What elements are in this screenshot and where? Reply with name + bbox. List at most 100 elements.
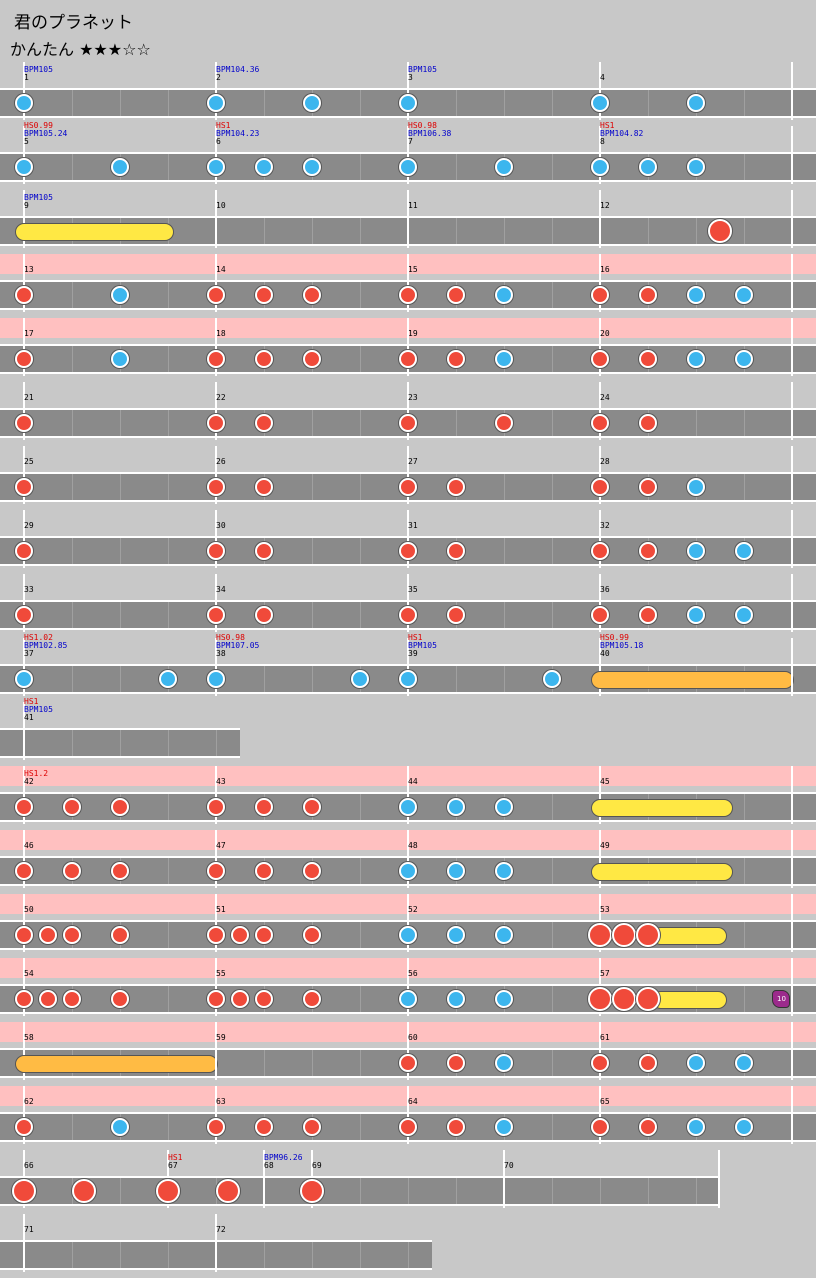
beat-line xyxy=(312,666,313,692)
measure-number: 10 xyxy=(216,201,226,210)
measure-number: 70 xyxy=(504,1161,514,1170)
don-note xyxy=(303,926,321,944)
measure-line xyxy=(407,446,409,504)
drumroll xyxy=(15,223,174,241)
ka-note xyxy=(687,1118,705,1136)
measure-line xyxy=(263,1150,265,1208)
measure-number: 50 xyxy=(24,905,34,914)
don-note xyxy=(207,414,225,432)
scroll-speed: HS0.99 xyxy=(600,633,629,642)
beat-line xyxy=(72,346,73,372)
measure-line xyxy=(599,254,601,312)
beat-line xyxy=(456,218,457,244)
chart-row: 37 BPM102.85 HS1.02 38 BPM107.05 HS0.98 39 BPM1… xyxy=(0,634,816,702)
measure-line xyxy=(215,446,217,504)
don-note xyxy=(447,350,465,368)
measure-number: 68 xyxy=(264,1161,274,1170)
measure-line xyxy=(23,254,25,312)
don-note xyxy=(63,990,81,1008)
measure-line xyxy=(599,190,601,248)
beat-line xyxy=(72,90,73,116)
measure-number: 63 xyxy=(216,1097,226,1106)
measure-line xyxy=(791,1022,793,1080)
measure-line xyxy=(23,62,25,120)
beat-line xyxy=(168,538,169,564)
don-note xyxy=(255,542,273,560)
bpm-change: BPM107.05 xyxy=(216,641,260,650)
don-note xyxy=(639,478,657,496)
don-note xyxy=(63,926,81,944)
beat-line xyxy=(456,666,457,692)
beat-line xyxy=(696,1178,697,1204)
ka-note xyxy=(495,1118,513,1136)
measure-line xyxy=(599,318,601,376)
beat-line xyxy=(360,154,361,180)
measure-line xyxy=(23,958,25,1016)
measure-number: 13 xyxy=(24,265,34,274)
measure-number: 26 xyxy=(216,457,226,466)
measure-number: 22 xyxy=(216,393,226,402)
beat-line xyxy=(216,730,217,756)
measure-line xyxy=(791,830,793,888)
big-don-note xyxy=(588,987,612,1011)
measure-number: 9 xyxy=(24,201,29,210)
ka-note xyxy=(591,158,609,176)
don-note xyxy=(207,1118,225,1136)
measure-number: 19 xyxy=(408,329,418,338)
measure-line xyxy=(215,574,217,632)
big-don-note xyxy=(156,1179,180,1203)
big-don-note xyxy=(216,1179,240,1203)
bpm-change: BPM105 xyxy=(24,65,53,74)
measure-line xyxy=(215,254,217,312)
bpm-change: BPM104.23 xyxy=(216,129,260,138)
measure-line xyxy=(215,894,217,952)
beat-line xyxy=(120,90,121,116)
don-note xyxy=(39,926,57,944)
chart-row: 66 67 HS1 68 BPM96.26 69 70 xyxy=(0,1150,720,1214)
measure-number: 67 xyxy=(168,1161,178,1170)
don-note xyxy=(15,926,33,944)
measure-line xyxy=(599,126,601,184)
big-don-note xyxy=(72,1179,96,1203)
beat-line xyxy=(360,1114,361,1140)
beat-line xyxy=(360,602,361,628)
scroll-speed: HS1 xyxy=(24,697,39,706)
beat-line xyxy=(744,154,745,180)
measure-number: 42 xyxy=(24,777,34,786)
measure-number: 57 xyxy=(600,969,610,978)
big-don-note xyxy=(300,1179,324,1203)
measure-number: 65 xyxy=(600,1097,610,1106)
ka-note xyxy=(687,1054,705,1072)
chart-row: 58 59 60 61 xyxy=(0,1022,816,1086)
beat-line xyxy=(552,1178,553,1204)
ka-note xyxy=(159,670,177,688)
don-note xyxy=(303,862,321,880)
scroll-speed: HS1.02 xyxy=(24,633,53,642)
don-note xyxy=(591,1118,609,1136)
ka-note xyxy=(399,862,417,880)
measure-line xyxy=(407,510,409,568)
ka-note xyxy=(735,542,753,560)
measure-number: 60 xyxy=(408,1033,418,1042)
measure-number: 30 xyxy=(216,521,226,530)
measure-line xyxy=(23,1022,25,1080)
beat-line xyxy=(168,1114,169,1140)
scroll-speed: HS0.99 xyxy=(24,121,53,130)
ka-note xyxy=(495,286,513,304)
measure-line xyxy=(791,638,793,696)
big-drumroll xyxy=(591,671,794,689)
beat-line xyxy=(72,154,73,180)
beat-line xyxy=(552,858,553,884)
measure-number: 54 xyxy=(24,969,34,978)
bpm-change: BPM104.36 xyxy=(216,65,260,74)
beat-line xyxy=(312,1242,313,1268)
measure-number: 21 xyxy=(24,393,34,402)
don-note xyxy=(231,926,249,944)
measure-line xyxy=(791,510,793,568)
beat-line xyxy=(456,154,457,180)
scroll-speed: HS1 xyxy=(168,1153,183,1162)
beat-line xyxy=(456,410,457,436)
bpm-change: BPM105.24 xyxy=(24,129,68,138)
measure-line xyxy=(791,382,793,440)
measure-number: 1 xyxy=(24,73,29,82)
